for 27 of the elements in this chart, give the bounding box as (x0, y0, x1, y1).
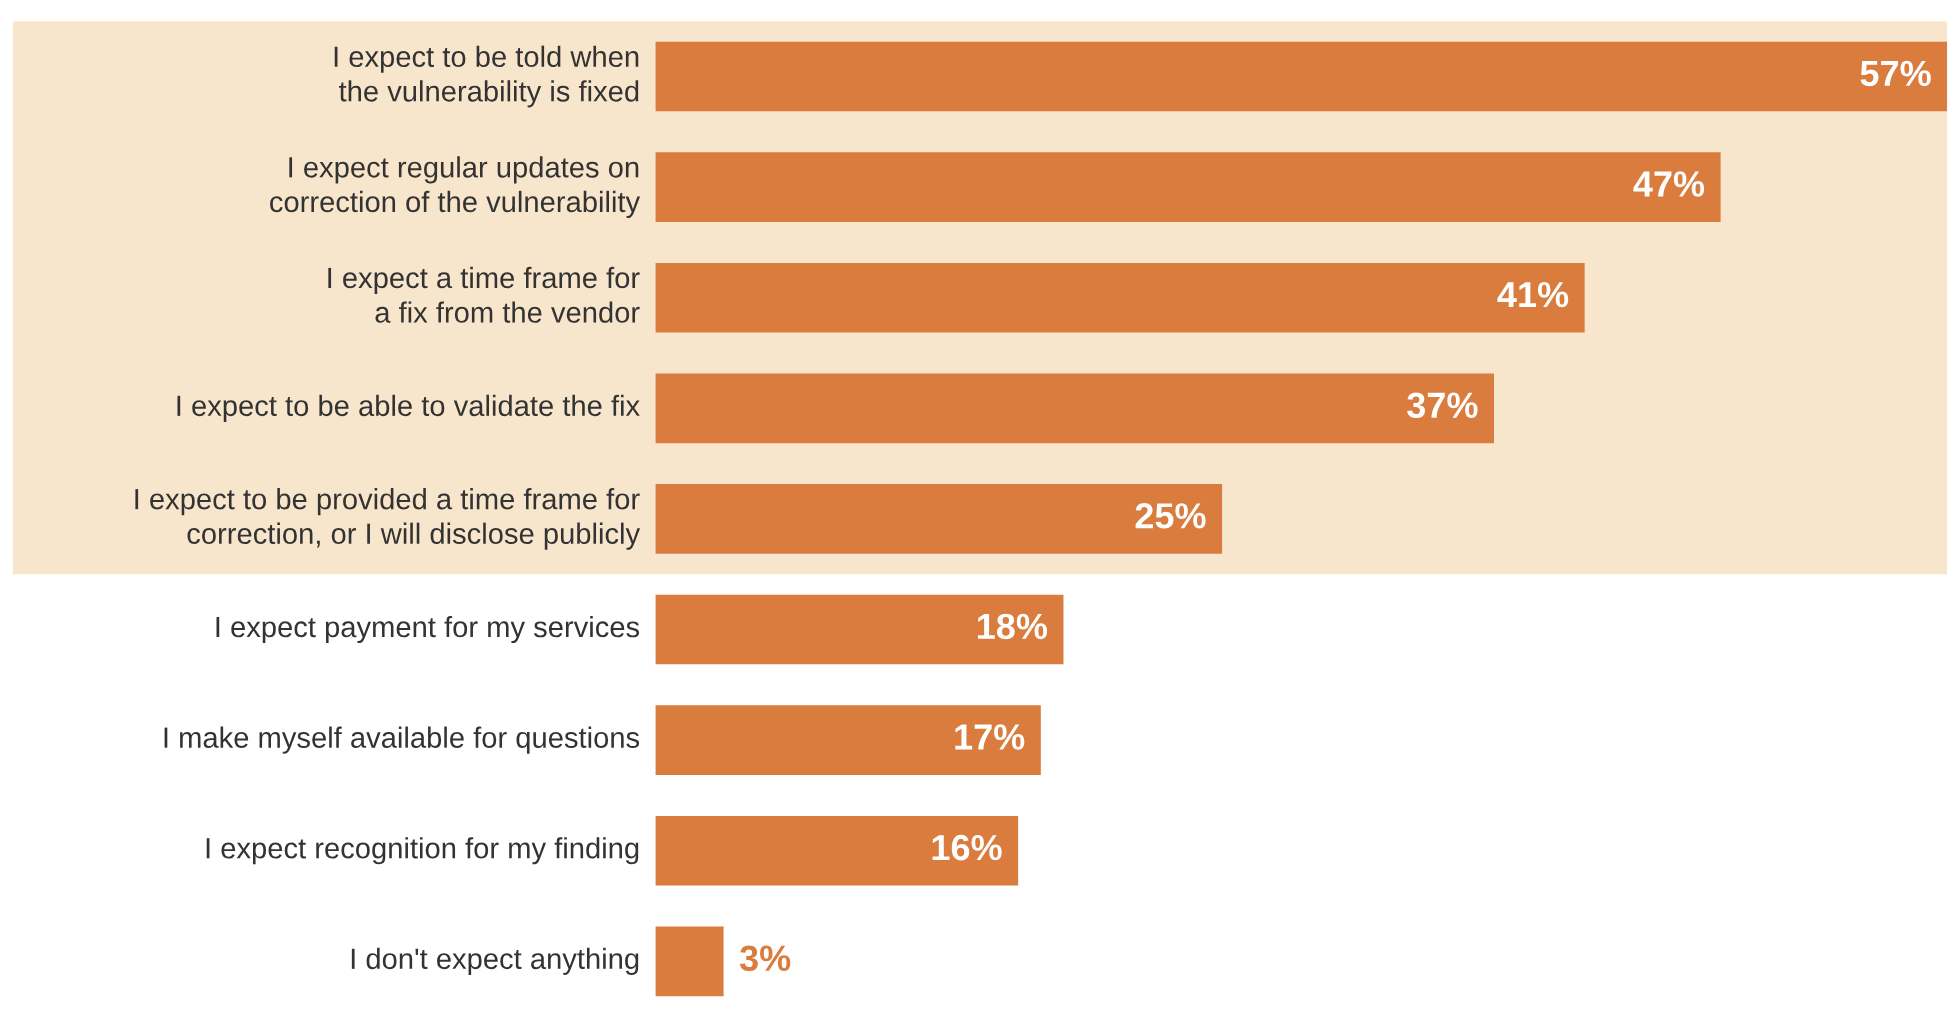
y-tick-label: I expect payment for my services (216, 615, 640, 644)
bar (655, 41, 1948, 112)
y-tick-label: I expect to be able to validate the fix (177, 394, 640, 422)
data-label: 25% (1135, 503, 1206, 529)
bar (655, 484, 1223, 554)
y-tick-label: I don't expect anything (351, 947, 639, 975)
y-tick-label: I expect a time frame for a fix from the vendor (328, 266, 640, 323)
y-tick-label: I expect regular updates on correction of the vulnerability (270, 156, 641, 219)
data-label: 41% (1497, 281, 1569, 308)
y-tick-label: I expect to be provided a time frame for correction, or I will disclose publicly (135, 488, 641, 550)
data-label: 3% (739, 945, 791, 972)
bar (655, 152, 1721, 222)
data-label: 37% (1407, 392, 1478, 419)
bar (655, 262, 1585, 333)
bar (655, 594, 1064, 665)
bar (655, 815, 1019, 886)
bar (655, 926, 724, 997)
data-label: 16% (932, 834, 1002, 861)
data-label: 47% (1633, 171, 1705, 197)
data-label: 18% (977, 613, 1048, 640)
y-tick-label: I expect to be told when the vulnerability is fixed (334, 45, 639, 108)
y-tick-label: I expect recognition for my finding (206, 837, 639, 865)
y-tick-label: I make myself available for questions (164, 726, 640, 754)
bar (655, 373, 1495, 444)
bar (655, 705, 1041, 775)
data-label: 17% (955, 724, 1025, 750)
data-label: 57% (1860, 60, 1931, 87)
